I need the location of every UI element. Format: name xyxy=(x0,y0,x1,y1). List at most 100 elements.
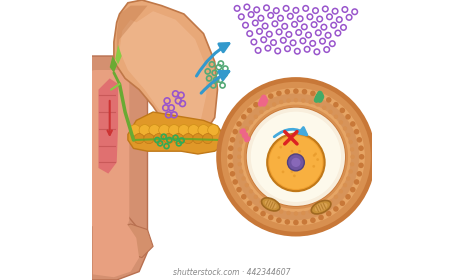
Circle shape xyxy=(334,195,338,199)
Point xyxy=(163,144,170,148)
Point xyxy=(206,76,213,81)
Point xyxy=(313,50,320,54)
Circle shape xyxy=(183,134,193,144)
Circle shape xyxy=(149,125,160,136)
Point xyxy=(274,49,282,53)
Point xyxy=(334,31,342,35)
Circle shape xyxy=(315,102,320,107)
Circle shape xyxy=(301,98,306,103)
Polygon shape xyxy=(114,224,153,258)
Point xyxy=(302,6,309,11)
Polygon shape xyxy=(115,45,122,64)
Point xyxy=(332,9,339,13)
Point xyxy=(282,6,290,11)
Circle shape xyxy=(357,137,362,143)
Point xyxy=(310,22,318,27)
Point xyxy=(168,106,175,110)
Point xyxy=(204,69,212,74)
Point xyxy=(247,12,255,17)
Circle shape xyxy=(314,153,317,155)
Circle shape xyxy=(345,114,351,120)
FancyBboxPatch shape xyxy=(88,70,129,227)
Circle shape xyxy=(294,159,297,162)
Circle shape xyxy=(328,200,332,204)
Polygon shape xyxy=(110,56,117,73)
Point xyxy=(299,39,307,43)
Point xyxy=(303,47,311,52)
Circle shape xyxy=(236,121,242,127)
Point xyxy=(215,65,223,69)
Point xyxy=(273,8,280,13)
Polygon shape xyxy=(117,6,148,56)
Circle shape xyxy=(296,158,299,161)
Circle shape xyxy=(249,189,253,193)
Circle shape xyxy=(236,187,242,192)
Circle shape xyxy=(298,150,301,153)
Point xyxy=(217,61,225,66)
Circle shape xyxy=(272,102,276,107)
Point xyxy=(166,138,173,142)
Circle shape xyxy=(288,154,304,171)
Polygon shape xyxy=(99,78,118,174)
Point xyxy=(323,47,331,52)
Circle shape xyxy=(326,97,332,103)
Point xyxy=(260,38,268,42)
Circle shape xyxy=(350,162,354,166)
Circle shape xyxy=(268,93,274,99)
Point xyxy=(296,17,304,21)
Circle shape xyxy=(316,158,319,161)
Circle shape xyxy=(294,211,298,216)
Circle shape xyxy=(333,206,339,212)
Circle shape xyxy=(178,125,189,136)
Circle shape xyxy=(241,102,350,212)
Circle shape xyxy=(333,102,339,108)
Point xyxy=(175,99,182,103)
Circle shape xyxy=(343,183,347,187)
Point xyxy=(211,71,219,75)
Circle shape xyxy=(188,125,199,136)
Circle shape xyxy=(291,150,294,153)
Polygon shape xyxy=(128,112,223,154)
Ellipse shape xyxy=(265,200,277,209)
Point xyxy=(221,72,228,76)
Point xyxy=(177,93,185,97)
Circle shape xyxy=(144,134,154,144)
Point xyxy=(341,7,349,12)
Circle shape xyxy=(354,129,359,134)
Point xyxy=(300,25,308,29)
Circle shape xyxy=(249,120,253,125)
Circle shape xyxy=(279,100,283,104)
Point xyxy=(305,33,312,37)
Circle shape xyxy=(354,179,359,185)
Circle shape xyxy=(269,136,323,189)
Point xyxy=(294,49,301,53)
Point xyxy=(179,101,186,106)
Circle shape xyxy=(339,108,345,113)
Text: shutterstock.com · 442344607: shutterstock.com · 442344607 xyxy=(173,268,290,277)
Point xyxy=(270,40,277,45)
Point xyxy=(162,106,169,110)
Point xyxy=(326,15,333,19)
Circle shape xyxy=(313,165,315,168)
Polygon shape xyxy=(119,11,206,129)
Circle shape xyxy=(313,154,316,157)
Point xyxy=(262,24,269,28)
Polygon shape xyxy=(114,0,218,140)
Point xyxy=(306,15,313,19)
Circle shape xyxy=(358,145,364,151)
Point xyxy=(238,15,245,19)
Circle shape xyxy=(265,204,270,208)
Circle shape xyxy=(308,209,313,214)
Point xyxy=(319,39,326,43)
Circle shape xyxy=(346,133,350,137)
Point xyxy=(165,113,172,117)
Circle shape xyxy=(294,162,296,164)
Point xyxy=(264,46,272,50)
Circle shape xyxy=(276,218,282,223)
Circle shape xyxy=(302,89,307,94)
Point xyxy=(222,66,229,71)
Point xyxy=(160,134,168,139)
Circle shape xyxy=(173,134,183,144)
Ellipse shape xyxy=(315,203,327,212)
Point xyxy=(219,83,226,88)
